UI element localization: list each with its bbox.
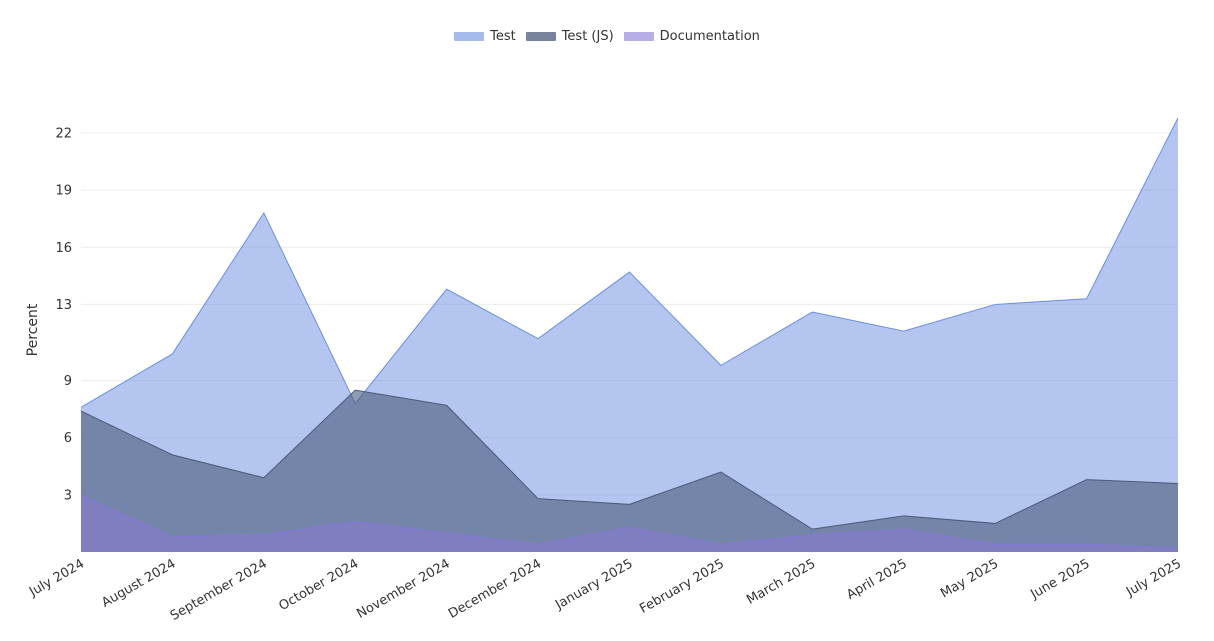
x-tick-label: May 2025: [938, 556, 1001, 601]
legend-item[interactable]: Documentation: [623, 29, 760, 44]
x-tick-label: April 2025: [844, 556, 909, 602]
legend-label: Test: [490, 29, 516, 44]
legend-swatch: [454, 32, 485, 41]
x-tick-label: February 2025: [637, 556, 727, 616]
legend-swatch: [525, 32, 556, 41]
y-tick-label: 22: [55, 127, 72, 142]
legend-label: Documentation: [659, 29, 760, 44]
x-tick-label: October 2024: [276, 556, 361, 614]
y-tick-label: 3: [64, 488, 72, 503]
y-tick-label: 16: [55, 241, 72, 256]
legend-item[interactable]: Test (JS): [525, 29, 614, 44]
legend-label: Test (JS): [561, 29, 614, 44]
series-areas: [80, 117, 1179, 553]
y-tick-label: 13: [55, 298, 72, 313]
series-line-1: [80, 389, 1179, 530]
x-tick-label: July 2024: [26, 556, 87, 600]
x-tick-label: August 2024: [99, 556, 178, 610]
series-line-2: [80, 494, 1179, 549]
x-tick-label: March 2025: [744, 556, 818, 607]
y-tick-label: 9: [64, 374, 72, 389]
legend-item[interactable]: Test: [454, 29, 516, 44]
x-tick-label: January 2025: [552, 556, 635, 613]
series-area-2: [81, 494, 1178, 552]
y-tick-label: 19: [55, 184, 72, 199]
legend: Test Test (JS) Documentation: [0, 29, 1214, 44]
x-tick-label: November 2024: [354, 556, 452, 621]
x-tick-label: September 2024: [168, 556, 270, 624]
legend-swatch: [623, 32, 654, 41]
x-tick-label: July 2025: [1123, 556, 1184, 600]
series-line-0: [80, 117, 1179, 408]
y-axis-title: Percent: [25, 303, 41, 356]
x-tick-label: December 2024: [446, 556, 544, 621]
series-area-1: [81, 390, 1178, 552]
y-tick-labels: 3 6 9 13 16 19 22: [55, 127, 72, 504]
y-tick-label: 6: [64, 431, 72, 446]
x-tick-label: June 2025: [1027, 556, 1092, 602]
